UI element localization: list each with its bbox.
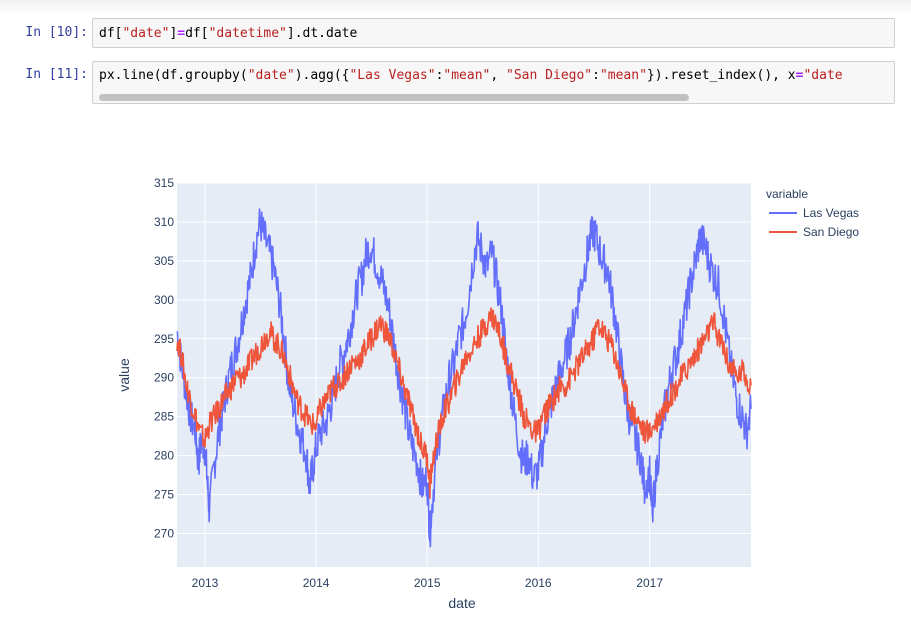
code-token: = [795, 68, 804, 83]
code-token: ] [169, 26, 178, 41]
cell-10-prompt: In [10]: [25, 25, 88, 40]
code-token: ].dt.date [286, 26, 358, 41]
x-tick-label: 2014 [303, 576, 330, 590]
code-token: "San Diego" [506, 68, 593, 83]
code-token: : [592, 68, 600, 83]
cell-11-prompt: In [11]: [25, 67, 88, 82]
series-lines [176, 208, 752, 548]
code-token: "date" [122, 26, 170, 41]
y-axis-label: value [116, 358, 132, 392]
series-line-las-vegas[interactable] [176, 208, 752, 548]
cell-11-input[interactable]: px.line(df.groupby("date").agg({"Las Veg… [92, 61, 895, 104]
code-token: ).agg({ [294, 68, 350, 83]
code-token: df[ [185, 26, 209, 41]
code-token: "date" [247, 68, 295, 83]
code-token: = [177, 26, 186, 41]
code-token: df[ [99, 26, 123, 41]
scrollbar-thumb[interactable] [99, 94, 689, 101]
code-token: "Las Vegas" [349, 68, 436, 83]
y-tick-label: 295 [154, 332, 174, 346]
x-axis-ticks: 2013 2014 2015 2016 2017 [192, 576, 664, 590]
legend-label[interactable]: Las Vegas [803, 206, 859, 220]
horizontal-scrollbar[interactable] [94, 92, 893, 102]
legend[interactable]: variable Las Vegas San Diego [766, 187, 859, 239]
notebook-top-shadow [0, 0, 911, 14]
code-token: , [490, 68, 507, 83]
plot-area [177, 183, 751, 567]
cell-10-code: df["date"]=df["datetime"].dt.date [99, 26, 357, 41]
code-token: "mean" [443, 68, 491, 83]
x-tick-label: 2013 [192, 576, 219, 590]
x-axis-label: date [448, 595, 475, 611]
code-token: "datetime" [208, 26, 287, 41]
cell-11-code: px.line(df.groupby("date").agg({"Las Veg… [99, 68, 843, 83]
y-tick-label: 280 [154, 449, 174, 463]
y-tick-label: 270 [154, 527, 174, 541]
legend-label[interactable]: San Diego [803, 225, 859, 239]
x-tick-label: 2016 [525, 576, 552, 590]
code-token: }).reset_index(), x [646, 68, 796, 83]
y-axis-ticks: 270 275 280 285 290 295 300 305 310 315 [154, 176, 174, 541]
y-tick-label: 275 [154, 488, 174, 502]
x-tick-label: 2017 [636, 576, 663, 590]
y-tick-label: 290 [154, 371, 174, 385]
code-token: : [435, 68, 444, 83]
y-tick-label: 285 [154, 410, 174, 424]
y-tick-label: 305 [154, 254, 174, 268]
legend-title: variable [766, 187, 808, 201]
series-line-san-diego[interactable] [176, 307, 752, 499]
x-tick-label: 2015 [414, 576, 441, 590]
y-tick-label: 310 [154, 215, 174, 229]
y-tick-label: 315 [154, 176, 174, 190]
y-tick-label: 300 [154, 293, 174, 307]
code-token: "mean" [599, 68, 647, 83]
code-token: px.line(df.groupby( [99, 68, 248, 83]
code-token: "date [803, 68, 843, 83]
cell-10-input[interactable]: df["date"]=df["datetime"].dt.date [92, 18, 895, 48]
